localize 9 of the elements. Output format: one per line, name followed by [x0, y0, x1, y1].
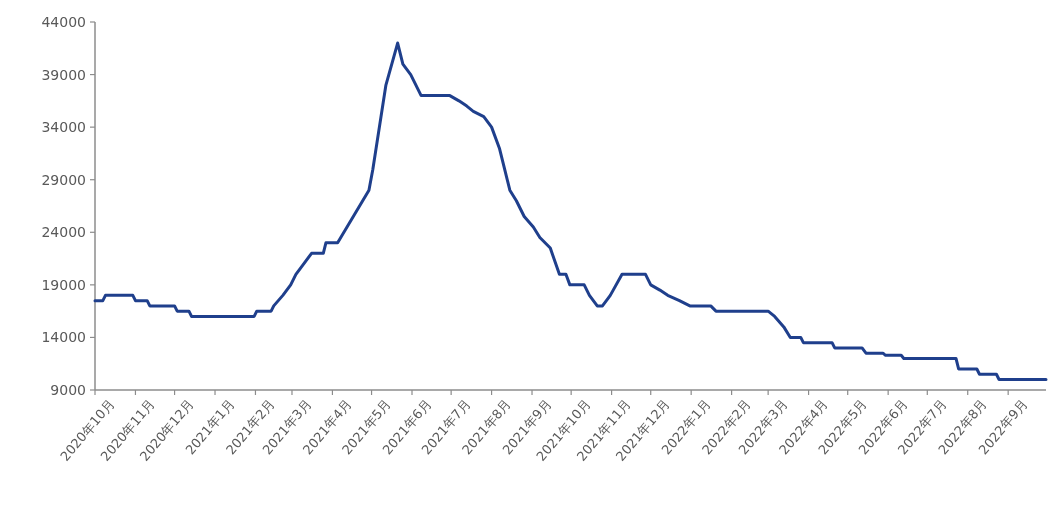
y-tick-label: 14000 — [41, 329, 86, 346]
line-series — [93, 41, 1048, 381]
y-tick-label: 9000 — [50, 382, 86, 398]
y-tick-label: 19000 — [41, 276, 86, 293]
y-tick-label: 44000 — [41, 14, 86, 30]
y-tick-label: 24000 — [41, 224, 86, 241]
y-tick-label: 39000 — [41, 66, 86, 83]
y-tick-label: 34000 — [41, 119, 86, 136]
y-tick-label: 29000 — [41, 171, 86, 188]
